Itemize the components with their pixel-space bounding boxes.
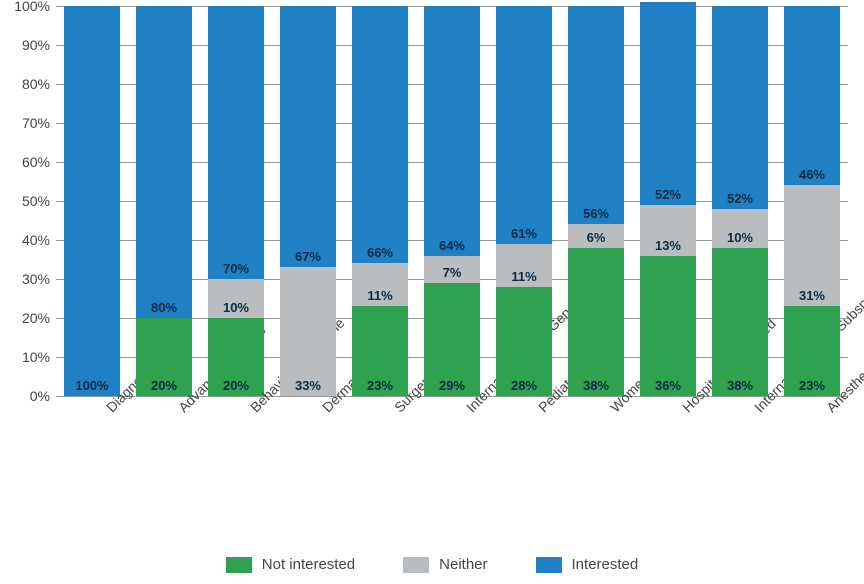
bar: 0%33%67% (280, 6, 336, 396)
bar-segment-label: 23% (799, 378, 825, 393)
bar-segment-label: 67% (295, 249, 321, 264)
y-tick-label: 70% (22, 115, 50, 131)
bar: 23% 31% 46% (784, 6, 840, 396)
legend-item-neither: Neither (403, 556, 487, 573)
bar-segment-label: 70% (223, 261, 249, 276)
bar-slot: 20%0%80%Advanced Practice (128, 6, 200, 396)
bar: 29% 7% 64% (424, 6, 480, 396)
bar-segment-label: 38% (727, 378, 753, 393)
bar-segment-interested (208, 6, 264, 279)
y-tick-label: 10% (22, 349, 50, 365)
bar-segment-label: 29% (439, 378, 465, 393)
bar-segment-interested (136, 6, 192, 318)
bar-segment-label: 13% (655, 238, 681, 253)
y-tick-label: 100% (14, 0, 50, 14)
bar-segment-not-interested (712, 248, 768, 396)
bar: 38% 6% 56% (568, 6, 624, 396)
bar-segment-label: 23% (367, 378, 393, 393)
bar-segment-not-interested (568, 248, 624, 396)
bar-segment-label: 33% (295, 378, 321, 393)
bar-slot: 23%11%66%Surgery (344, 6, 416, 396)
bar-slot: 20%10%70%Behavioral Medicine (200, 6, 272, 396)
stacked-bar-chart: 0%10%20%30%40%50%60%70%80%90%100%0%0%100… (0, 0, 864, 584)
bar-segment-interested (784, 6, 840, 185)
y-tick-label: 40% (22, 232, 50, 248)
y-tick-label: 20% (22, 310, 50, 326)
bar-segment-label: 61% (511, 226, 537, 241)
legend-item-interested: Interested (536, 556, 639, 573)
bar-segment-interested (640, 2, 696, 205)
bar-segment-label: 80% (151, 300, 177, 315)
y-tick-label: 0% (30, 388, 50, 404)
bar: 23% 11% 66% (352, 6, 408, 396)
y-tick-label: 30% (22, 271, 50, 287)
legend-item-not-interested: Not interested (226, 556, 355, 573)
bar-segment-interested (280, 6, 336, 267)
bar-segment-label: 46% (799, 167, 825, 182)
bar-segment-not-interested (640, 256, 696, 396)
bar-segment-neither (280, 267, 336, 396)
bar-segment-interested (712, 6, 768, 209)
bar-segment-label: 52% (655, 187, 681, 202)
bar-segment-label: 100% (75, 378, 108, 393)
bar-slot: 0%0%100%Diagnostic Med (56, 6, 128, 396)
bar-segment-label: 64% (439, 238, 465, 253)
bar-slot: 28%11%61%Pediatrics (488, 6, 560, 396)
bar: 20%0%80% (136, 6, 192, 396)
bar: 28% 11% 61% (496, 6, 552, 396)
bar-segment-label: 11% (511, 269, 536, 284)
y-tick-label: 60% (22, 154, 50, 170)
bar: 20% 10% 70% (208, 6, 264, 396)
bar-segment-label: 52% (727, 191, 753, 206)
bar-segment-label: 7% (443, 265, 462, 280)
bar: 0%0%100% (64, 6, 120, 396)
bar-segment-label: 66% (367, 245, 393, 260)
bar-segment-label: 6% (587, 230, 606, 245)
bar-segment-label: 10% (727, 230, 753, 245)
y-tick-label: 80% (22, 76, 50, 92)
legend-label: Not interested (262, 556, 355, 573)
legend-label: Neither (439, 556, 487, 573)
bar-segment-label: 20% (151, 378, 177, 393)
bar-segment-label: 36% (655, 378, 681, 393)
bar-segment-label: 28% (511, 378, 537, 393)
bar-segment-interested (424, 6, 480, 256)
bar-segment-label: 11% (367, 288, 392, 303)
legend-swatch (403, 557, 429, 573)
legend: Not interested Neither Interested (0, 556, 864, 573)
legend-swatch (536, 557, 562, 573)
bar: 38% 10% 52% (712, 6, 768, 396)
bar-segment-label: 31% (799, 288, 825, 303)
bar-segment-interested (568, 6, 624, 224)
legend-swatch (226, 557, 252, 573)
bar-segment-interested (352, 6, 408, 263)
gridline (56, 396, 848, 397)
bar-segment-interested (496, 6, 552, 244)
legend-label: Interested (572, 556, 639, 573)
y-tick-label: 90% (22, 37, 50, 53)
bar-slot: 23%31%46%Anesthesiology (776, 6, 848, 396)
bar-slot: 29%7%64%Internal Medicine, General (416, 6, 488, 396)
bar-segment-label: 10% (223, 300, 249, 315)
bar: 36% 13% 52% (640, 6, 696, 396)
bar-slot: 38%6%56%Women's Med (560, 6, 632, 396)
bar-slot: 36%13%52%Hospital Based Med (632, 6, 704, 396)
bar-segment-label: 20% (223, 378, 249, 393)
bar-slot: 0%33%67%Dermatology (272, 6, 344, 396)
bar-segment-label: 38% (583, 378, 609, 393)
bar-segment-interested (64, 6, 120, 396)
y-tick-label: 50% (22, 193, 50, 209)
plot-area: 0%10%20%30%40%50%60%70%80%90%100%0%0%100… (56, 6, 848, 396)
bar-slot: 38%10%52%Internal Medicine, Subspec (704, 6, 776, 396)
bar-segment-label: 56% (583, 206, 609, 221)
